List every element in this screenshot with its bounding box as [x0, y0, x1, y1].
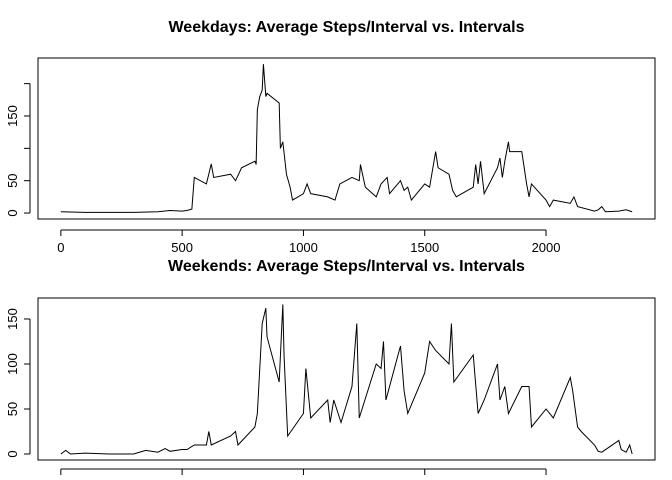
- y-tick-label: 50: [5, 402, 20, 416]
- x-tick-label: 500: [171, 240, 193, 255]
- x-tick-label: 0: [57, 240, 64, 255]
- plot-frame: [37, 57, 656, 220]
- y-tick-label: 100: [5, 353, 20, 375]
- y-tick-label: 150: [5, 308, 20, 330]
- y-tick-label: 50: [5, 173, 20, 187]
- x-tick-label: 1500: [410, 240, 439, 255]
- chart-title: Weekdays: Average Steps/Interval vs. Int…: [168, 19, 524, 36]
- x-tick-label: 1000: [289, 240, 318, 255]
- chart-title: Weekends: Average Steps/Interval vs. Int…: [168, 258, 525, 275]
- y-tick-label: 0: [5, 450, 20, 457]
- y-tick-label: 0: [5, 209, 20, 216]
- y-tick-label: 150: [5, 105, 20, 127]
- data-line: [60, 64, 633, 213]
- data-line: [60, 304, 633, 455]
- x-tick-label: 2000: [532, 240, 561, 255]
- plot-frame: [37, 297, 656, 461]
